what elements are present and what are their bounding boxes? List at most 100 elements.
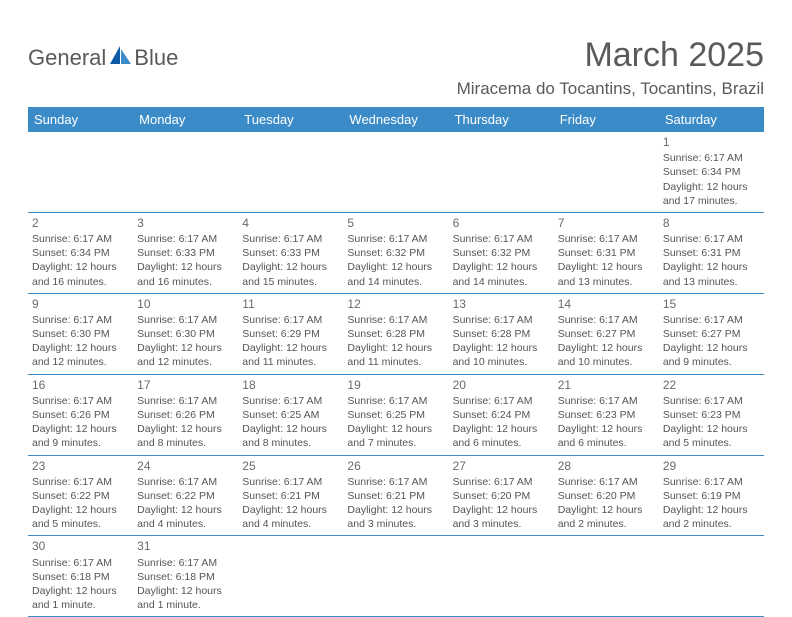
daylight-text: and 10 minutes. — [453, 355, 550, 369]
day-number: 5 — [347, 215, 444, 231]
calendar-week-row: 2Sunrise: 6:17 AMSunset: 6:34 PMDaylight… — [28, 212, 764, 293]
sunrise-text: Sunrise: 6:17 AM — [32, 475, 129, 489]
day-number: 21 — [558, 377, 655, 393]
calendar-day-cell: 31Sunrise: 6:17 AMSunset: 6:18 PMDayligh… — [133, 536, 238, 617]
sunrise-text: Sunrise: 6:17 AM — [558, 232, 655, 246]
day-number: 16 — [32, 377, 129, 393]
day-number: 12 — [347, 296, 444, 312]
daylight-text: Daylight: 12 hours — [32, 341, 129, 355]
calendar-day-cell: 26Sunrise: 6:17 AMSunset: 6:21 PMDayligh… — [343, 455, 448, 536]
daylight-text: and 11 minutes. — [347, 355, 444, 369]
sunset-text: Sunset: 6:31 PM — [663, 246, 760, 260]
day-number: 28 — [558, 458, 655, 474]
daylight-text: Daylight: 12 hours — [242, 422, 339, 436]
sunrise-text: Sunrise: 6:17 AM — [137, 556, 234, 570]
daylight-text: and 8 minutes. — [137, 436, 234, 450]
weekday-header: Sunday — [28, 107, 133, 132]
logo-text-prefix: General — [28, 45, 106, 71]
daylight-text: Daylight: 12 hours — [32, 422, 129, 436]
day-number: 17 — [137, 377, 234, 393]
calendar-day-cell: 7Sunrise: 6:17 AMSunset: 6:31 PMDaylight… — [554, 212, 659, 293]
calendar-day-cell — [28, 132, 133, 212]
sunset-text: Sunset: 6:18 PM — [137, 570, 234, 584]
day-number: 20 — [453, 377, 550, 393]
sunrise-text: Sunrise: 6:17 AM — [558, 475, 655, 489]
daylight-text: Daylight: 12 hours — [558, 422, 655, 436]
daylight-text: and 6 minutes. — [558, 436, 655, 450]
weekday-header: Thursday — [449, 107, 554, 132]
calendar-day-cell: 17Sunrise: 6:17 AMSunset: 6:26 PMDayligh… — [133, 374, 238, 455]
sunrise-text: Sunrise: 6:17 AM — [242, 313, 339, 327]
sunset-text: Sunset: 6:19 PM — [663, 489, 760, 503]
daylight-text: and 12 minutes. — [137, 355, 234, 369]
calendar-day-cell: 18Sunrise: 6:17 AMSunset: 6:25 AMDayligh… — [238, 374, 343, 455]
sunset-text: Sunset: 6:22 PM — [137, 489, 234, 503]
calendar-day-cell: 1Sunrise: 6:17 AMSunset: 6:34 PMDaylight… — [659, 132, 764, 212]
day-number: 23 — [32, 458, 129, 474]
sunset-text: Sunset: 6:33 PM — [137, 246, 234, 260]
sunrise-text: Sunrise: 6:17 AM — [137, 232, 234, 246]
sunrise-text: Sunrise: 6:17 AM — [242, 394, 339, 408]
sunrise-text: Sunrise: 6:17 AM — [453, 475, 550, 489]
sunrise-text: Sunrise: 6:17 AM — [558, 313, 655, 327]
sunrise-text: Sunrise: 6:17 AM — [347, 394, 444, 408]
sunset-text: Sunset: 6:33 PM — [242, 246, 339, 260]
calendar-week-row: 1Sunrise: 6:17 AMSunset: 6:34 PMDaylight… — [28, 132, 764, 212]
calendar-week-row: 16Sunrise: 6:17 AMSunset: 6:26 PMDayligh… — [28, 374, 764, 455]
daylight-text: Daylight: 12 hours — [137, 422, 234, 436]
daylight-text: Daylight: 12 hours — [32, 503, 129, 517]
calendar-week-row: 23Sunrise: 6:17 AMSunset: 6:22 PMDayligh… — [28, 455, 764, 536]
daylight-text: Daylight: 12 hours — [347, 422, 444, 436]
calendar-day-cell: 3Sunrise: 6:17 AMSunset: 6:33 PMDaylight… — [133, 212, 238, 293]
sail-icon — [108, 44, 132, 71]
daylight-text: and 13 minutes. — [558, 275, 655, 289]
daylight-text: Daylight: 12 hours — [137, 341, 234, 355]
calendar-day-cell: 14Sunrise: 6:17 AMSunset: 6:27 PMDayligh… — [554, 293, 659, 374]
sunset-text: Sunset: 6:25 PM — [347, 408, 444, 422]
daylight-text: and 10 minutes. — [558, 355, 655, 369]
sunset-text: Sunset: 6:23 PM — [558, 408, 655, 422]
sunrise-text: Sunrise: 6:17 AM — [558, 394, 655, 408]
sunset-text: Sunset: 6:34 PM — [663, 165, 760, 179]
daylight-text: Daylight: 12 hours — [242, 260, 339, 274]
daylight-text: and 6 minutes. — [453, 436, 550, 450]
daylight-text: and 5 minutes. — [32, 517, 129, 531]
daylight-text: Daylight: 12 hours — [663, 341, 760, 355]
daylight-text: Daylight: 12 hours — [32, 260, 129, 274]
calendar-day-cell — [343, 536, 448, 617]
weekday-header: Wednesday — [343, 107, 448, 132]
calendar-day-cell: 23Sunrise: 6:17 AMSunset: 6:22 PMDayligh… — [28, 455, 133, 536]
sunset-text: Sunset: 6:32 PM — [453, 246, 550, 260]
calendar-day-cell: 29Sunrise: 6:17 AMSunset: 6:19 PMDayligh… — [659, 455, 764, 536]
daylight-text: Daylight: 12 hours — [242, 341, 339, 355]
calendar-day-cell — [133, 132, 238, 212]
daylight-text: Daylight: 12 hours — [347, 503, 444, 517]
day-number: 30 — [32, 538, 129, 554]
calendar-day-cell: 5Sunrise: 6:17 AMSunset: 6:32 PMDaylight… — [343, 212, 448, 293]
daylight-text: and 7 minutes. — [347, 436, 444, 450]
sunrise-text: Sunrise: 6:17 AM — [663, 475, 760, 489]
calendar-day-cell: 2Sunrise: 6:17 AMSunset: 6:34 PMDaylight… — [28, 212, 133, 293]
weekday-header: Tuesday — [238, 107, 343, 132]
day-number: 7 — [558, 215, 655, 231]
day-number: 10 — [137, 296, 234, 312]
sunrise-text: Sunrise: 6:17 AM — [32, 394, 129, 408]
daylight-text: Daylight: 12 hours — [453, 503, 550, 517]
sunset-text: Sunset: 6:20 PM — [453, 489, 550, 503]
daylight-text: and 11 minutes. — [242, 355, 339, 369]
weekday-header: Friday — [554, 107, 659, 132]
day-number: 4 — [242, 215, 339, 231]
sunrise-text: Sunrise: 6:17 AM — [242, 232, 339, 246]
calendar-day-cell — [554, 132, 659, 212]
calendar-day-cell: 28Sunrise: 6:17 AMSunset: 6:20 PMDayligh… — [554, 455, 659, 536]
sunset-text: Sunset: 6:31 PM — [558, 246, 655, 260]
sunrise-text: Sunrise: 6:17 AM — [663, 394, 760, 408]
sunrise-text: Sunrise: 6:17 AM — [663, 313, 760, 327]
sunrise-text: Sunrise: 6:17 AM — [137, 394, 234, 408]
daylight-text: Daylight: 12 hours — [137, 584, 234, 598]
daylight-text: and 4 minutes. — [242, 517, 339, 531]
sunrise-text: Sunrise: 6:17 AM — [453, 232, 550, 246]
sunset-text: Sunset: 6:18 PM — [32, 570, 129, 584]
sunrise-text: Sunrise: 6:17 AM — [663, 232, 760, 246]
calendar-day-cell — [238, 536, 343, 617]
